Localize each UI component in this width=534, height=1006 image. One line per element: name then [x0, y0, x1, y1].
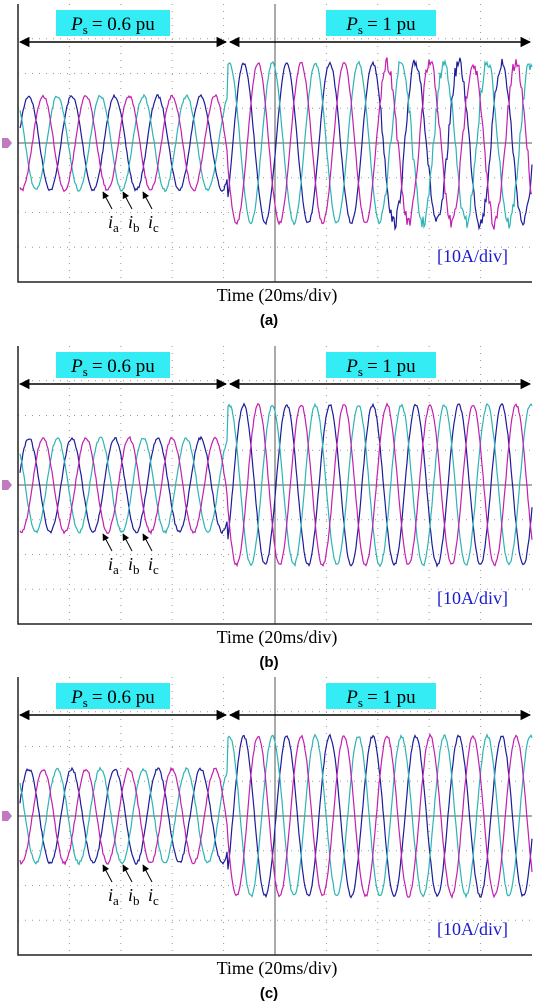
x-axis-label: Time (20ms/div) [217, 627, 338, 648]
caption: (c) [260, 985, 278, 1002]
subscript: b [133, 893, 140, 908]
ground-marker [2, 480, 12, 490]
symbol: P [70, 14, 83, 35]
current-label: ic [148, 885, 159, 908]
subscript: s [83, 22, 88, 37]
caption: (a) [260, 312, 278, 329]
figure: Ps= 0.6 puPs= 1 puiaibic[10A/div]Time (2… [0, 0, 534, 1006]
current-label: ia [108, 554, 119, 577]
current-label: ia [108, 212, 119, 235]
scale-label: [10A/div] [437, 246, 508, 266]
label-arrow [123, 865, 132, 882]
symbol: P [70, 687, 83, 708]
subscript: a [113, 893, 119, 908]
subscript: c [153, 562, 159, 577]
subscript: a [113, 562, 119, 577]
label-arrow [143, 192, 152, 209]
annotation-text: = 1 pu [367, 14, 416, 35]
subscript: b [133, 220, 140, 235]
page: {"panels": [ {"annotations": [{"symbol":… [0, 0, 534, 1006]
label-arrow [103, 865, 112, 882]
caption: (b) [259, 654, 278, 671]
annotation: Ps = 1 pu [345, 687, 416, 710]
subscript: c [153, 893, 159, 908]
subscript: s [358, 695, 363, 710]
symbol: P [345, 687, 358, 708]
symbol: P [345, 356, 358, 377]
ground-marker [2, 138, 12, 148]
subscript: a [113, 220, 119, 235]
annotation: Ps = 1 pu [345, 356, 416, 379]
annotation-text: = 0.6 pu [92, 14, 155, 35]
subscript: b [133, 562, 140, 577]
ground-marker [2, 811, 12, 821]
subscript: c [153, 220, 159, 235]
scale-label: [10A/div] [437, 919, 508, 939]
symbol: P [345, 14, 358, 35]
current-label: ib [128, 212, 140, 235]
label-arrow [123, 192, 132, 209]
annotation: Ps = 1 pu [345, 14, 416, 37]
annotation-text: = 1 pu [367, 356, 416, 377]
x-axis-label: Time (20ms/div) [217, 285, 338, 306]
current-label: ib [128, 885, 140, 908]
annotation-text: = 0.6 pu [92, 687, 155, 708]
annotation-text: = 0.6 pu [92, 356, 155, 377]
symbol: P [70, 356, 83, 377]
label-arrow [143, 534, 152, 551]
subscript: s [83, 695, 88, 710]
subscript: s [358, 364, 363, 379]
current-label: ic [148, 554, 159, 577]
annotation-text: = 1 pu [367, 687, 416, 708]
label-arrow [103, 192, 112, 209]
label-arrow [143, 865, 152, 882]
subscript: s [358, 22, 363, 37]
label-arrow [103, 534, 112, 551]
current-label: ia [108, 885, 119, 908]
label-arrow [123, 534, 132, 551]
x-axis-label: Time (20ms/div) [217, 958, 338, 979]
scale-label: [10A/div] [437, 588, 508, 608]
subscript: s [83, 364, 88, 379]
current-label: ib [128, 554, 140, 577]
current-label: ic [148, 212, 159, 235]
